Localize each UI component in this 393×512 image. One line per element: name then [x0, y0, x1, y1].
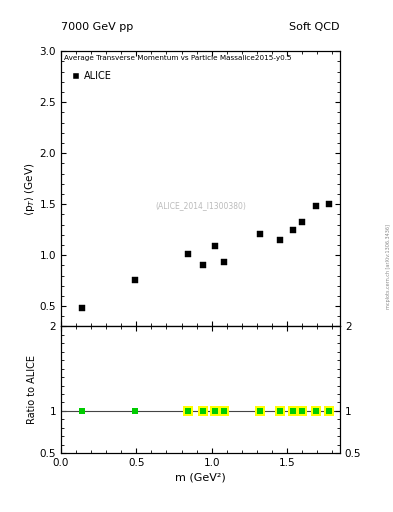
Text: 7000 GeV pp: 7000 GeV pp: [61, 22, 133, 32]
X-axis label: m (GeV²): m (GeV²): [175, 472, 226, 482]
Text: mcplots.cern.ch [arXiv:1306.3436]: mcplots.cern.ch [arXiv:1306.3436]: [386, 224, 391, 309]
Text: Average Transverse Momentum vs Particle Massalice2015-y0.5: Average Transverse Momentum vs Particle …: [64, 55, 291, 61]
Text: (ALICE_2014_I1300380): (ALICE_2014_I1300380): [155, 201, 246, 210]
Y-axis label: $\langle$p$_T$$\rangle$ (GeV): $\langle$p$_T$$\rangle$ (GeV): [23, 162, 37, 216]
Legend: ALICE: ALICE: [68, 67, 116, 85]
Y-axis label: Ratio to ALICE: Ratio to ALICE: [27, 355, 37, 424]
Text: Soft QCD: Soft QCD: [290, 22, 340, 32]
